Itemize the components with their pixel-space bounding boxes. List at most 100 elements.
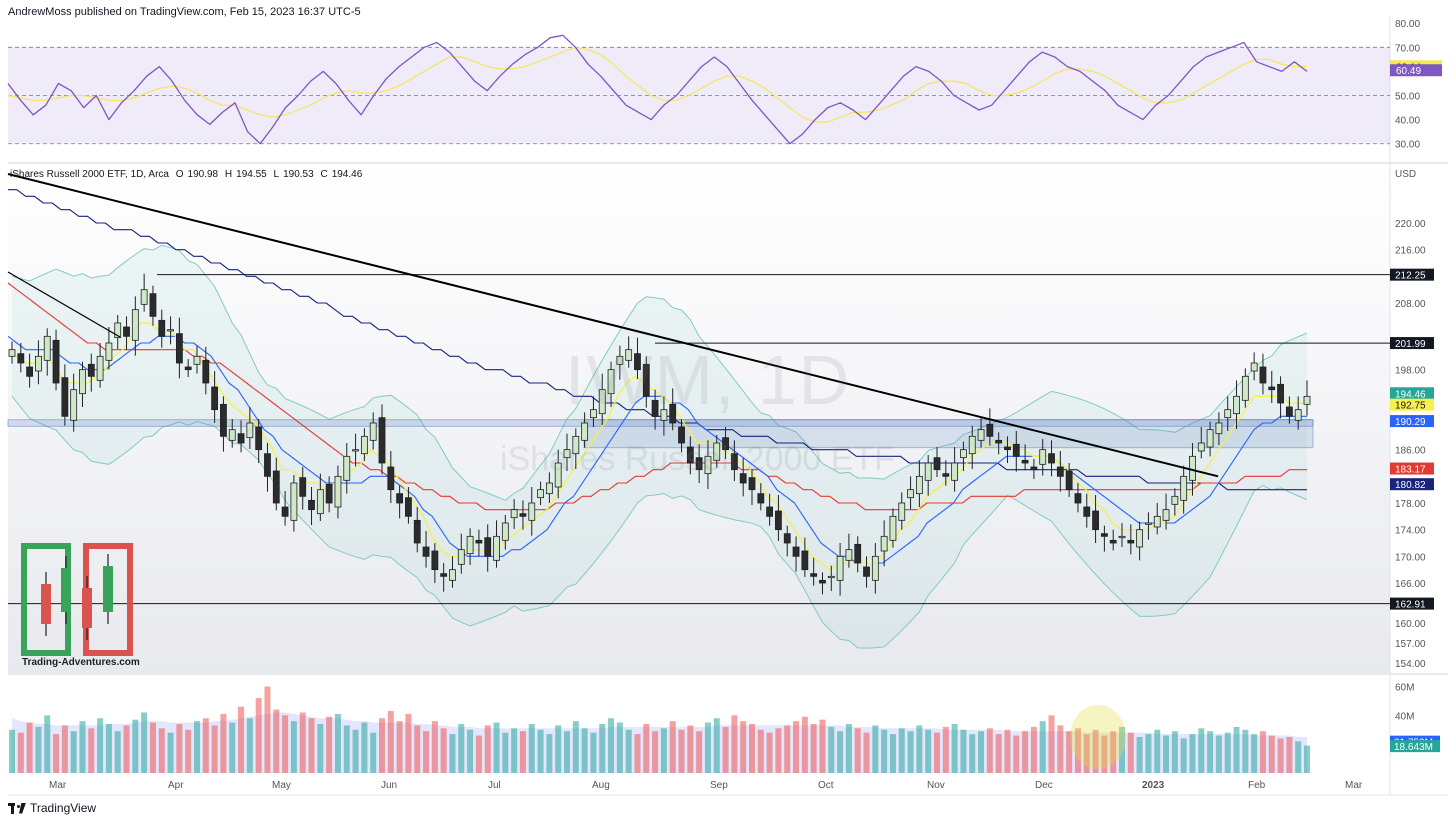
price-badge: [1390, 398, 1434, 411]
candle-body: [907, 489, 914, 499]
ohlc-close-label: C: [320, 169, 328, 180]
candle-body: [1294, 409, 1302, 421]
volume-bar: [1030, 726, 1037, 773]
volume-bar: [255, 698, 262, 773]
candle-body: [977, 429, 985, 441]
volume-bar: [370, 732, 377, 773]
volume-bar: [942, 726, 949, 773]
candle-body: [1118, 535, 1126, 539]
candle-body: [730, 453, 738, 471]
logo-candle: [82, 588, 92, 628]
candle-body: [1250, 362, 1258, 372]
candle-body: [149, 293, 157, 317]
candle-body: [61, 377, 69, 417]
candle-body: [819, 579, 826, 584]
volume-bar: [511, 728, 518, 773]
price-axis-tick: 208.00: [1395, 299, 1426, 310]
price-axis-tick: 154.00: [1395, 659, 1426, 670]
volume-bar: [704, 722, 711, 773]
volume-bar: [17, 732, 24, 773]
candle-body: [1092, 510, 1099, 531]
candle-body: [343, 455, 351, 481]
volume-bar: [986, 728, 993, 773]
candle-body: [1153, 515, 1161, 528]
logo-candle: [61, 568, 71, 612]
price-badge-label: 190.29: [1395, 417, 1426, 428]
candle-body: [1277, 383, 1284, 404]
volume-bar: [1083, 734, 1090, 773]
volume-bar: [440, 728, 447, 773]
candle-body: [607, 369, 615, 395]
volume-bar: [61, 725, 68, 773]
volume-bar: [185, 729, 192, 773]
candle-body: [968, 435, 976, 455]
volume-bar: [414, 725, 421, 773]
volume-bar: [308, 718, 315, 773]
candle-body: [193, 355, 201, 365]
volume-bar: [484, 725, 491, 773]
volume-bar: [643, 724, 650, 773]
candle-body: [87, 363, 95, 377]
candle-body: [519, 513, 527, 517]
volume-bar: [361, 722, 368, 773]
candle-body: [1224, 409, 1232, 419]
candle-body: [1171, 495, 1179, 505]
price-badge: [1390, 462, 1434, 475]
volume-bar: [1057, 725, 1064, 773]
volume-axis-tick: 60M: [1395, 683, 1414, 694]
volume-bar: [1268, 735, 1275, 773]
volume-bar: [916, 725, 923, 773]
volume-bar: [123, 725, 130, 773]
ohlc-low: 190.53: [283, 169, 314, 180]
candle-body: [554, 462, 562, 488]
candle-body: [396, 493, 404, 504]
candle-body: [123, 326, 130, 337]
candle-body: [510, 509, 518, 519]
rsi-axis-tick: 50.00: [1395, 92, 1420, 103]
candle-body: [880, 535, 888, 552]
candle-body: [660, 409, 668, 421]
candle-body: [695, 457, 703, 471]
volume-bar: [1004, 729, 1011, 773]
candle-body: [26, 366, 34, 377]
volume-axis-tick: 40M: [1395, 711, 1414, 722]
candle-body: [440, 573, 448, 577]
candle-body: [431, 550, 439, 571]
volume-bar: [652, 731, 659, 773]
price-badge-label: 194.46: [1395, 389, 1426, 400]
volume-bar: [273, 709, 280, 773]
candle-body: [369, 422, 377, 441]
trendline-short: [7, 271, 121, 338]
watermark-name: iShares Russell 2000 ETF: [500, 440, 895, 478]
candle-body: [378, 417, 386, 464]
volume-bar: [1224, 732, 1231, 773]
volume-bar: [660, 728, 667, 773]
candle-body: [766, 506, 774, 517]
ohlc-open: 190.98: [187, 169, 219, 180]
volume-bar: [1207, 731, 1214, 773]
rsi-badge: [1390, 64, 1442, 77]
volume-bar: [405, 713, 412, 773]
volume-bar: [1295, 741, 1302, 773]
tradingview-footer[interactable]: TradingView: [8, 801, 96, 815]
candle-body: [220, 403, 227, 437]
candle-body: [871, 555, 879, 581]
volume-bar: [775, 728, 782, 773]
candle-body: [986, 423, 994, 437]
candle-body: [775, 510, 782, 531]
candle-body: [995, 439, 1003, 444]
price-badge-label: 212.25: [1395, 271, 1426, 282]
time-axis-tick: Jun: [381, 780, 397, 791]
volume-bar: [696, 731, 703, 773]
volume-bar: [1215, 735, 1222, 773]
price-badge-label: 201.99: [1395, 339, 1426, 350]
currency-label: USD: [1395, 169, 1416, 180]
volume-bar: [149, 722, 156, 773]
candle-body: [625, 349, 633, 361]
volume-bar: [978, 731, 985, 773]
symbol-info: iShares Russell 2000 ETF, 1D, Arca O 190.…: [10, 169, 366, 180]
candle-body: [1012, 443, 1020, 457]
candle-body: [272, 470, 280, 504]
volume-bar: [889, 734, 896, 773]
price-axis-tick: 160.00: [1395, 619, 1426, 630]
